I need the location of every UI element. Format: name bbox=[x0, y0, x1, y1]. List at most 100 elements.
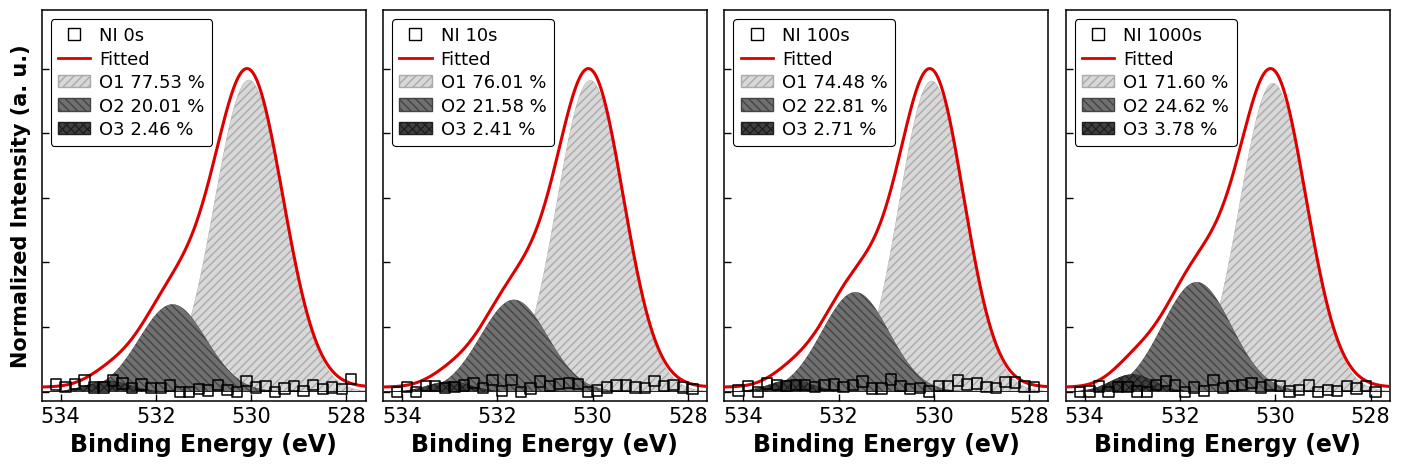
Point bbox=[340, 376, 363, 383]
Point bbox=[765, 382, 787, 389]
Point bbox=[283, 382, 305, 390]
Point bbox=[509, 388, 531, 396]
Point bbox=[965, 380, 987, 387]
Point bbox=[330, 385, 353, 393]
Point bbox=[1288, 387, 1310, 394]
Point bbox=[747, 388, 769, 396]
Point bbox=[1004, 379, 1026, 386]
Point bbox=[994, 379, 1017, 386]
Point bbox=[567, 380, 589, 388]
Point bbox=[1135, 388, 1157, 396]
Point bbox=[557, 380, 579, 387]
Point bbox=[139, 385, 162, 392]
X-axis label: Binding Energy (eV): Binding Energy (eV) bbox=[1094, 432, 1361, 456]
Point bbox=[395, 383, 418, 391]
Point bbox=[471, 384, 494, 392]
Point bbox=[1154, 377, 1177, 385]
Point bbox=[1125, 388, 1147, 395]
Point bbox=[1240, 380, 1263, 387]
Point bbox=[292, 387, 315, 395]
Point bbox=[179, 388, 201, 396]
Legend: NI 0s, Fitted, O1 77.53 %, O2 20.01 %, O3 2.46 %: NI 0s, Fitted, O1 77.53 %, O2 20.01 %, O… bbox=[51, 20, 212, 146]
Point bbox=[1326, 388, 1348, 395]
Point bbox=[1163, 382, 1185, 389]
Point bbox=[918, 388, 941, 396]
Point bbox=[63, 381, 86, 388]
Point bbox=[1344, 385, 1367, 392]
Point bbox=[321, 384, 343, 391]
Point bbox=[1220, 382, 1243, 390]
Point bbox=[956, 381, 979, 388]
Legend: NI 1000s, Fitted, O1 71.60 %, O2 24.62 %, O3 3.78 %: NI 1000s, Fitted, O1 71.60 %, O2 24.62 %… bbox=[1074, 20, 1236, 146]
Point bbox=[775, 382, 797, 390]
Point bbox=[1202, 376, 1225, 384]
Point bbox=[501, 376, 523, 384]
Legend: NI 10s, Fitted, O1 76.01 %, O2 21.58 %, O3 2.41 %: NI 10s, Fitted, O1 76.01 %, O2 21.58 %, … bbox=[392, 20, 554, 146]
Point bbox=[73, 377, 96, 384]
Point bbox=[1107, 383, 1129, 390]
Point bbox=[519, 385, 541, 392]
Point bbox=[235, 377, 257, 385]
Point bbox=[273, 385, 295, 392]
Point bbox=[197, 387, 219, 394]
Point bbox=[1012, 383, 1035, 390]
Point bbox=[453, 382, 475, 389]
Point bbox=[1249, 384, 1271, 391]
Point bbox=[1022, 383, 1045, 391]
Point bbox=[302, 382, 325, 389]
Point bbox=[225, 388, 247, 396]
Point bbox=[1316, 386, 1339, 394]
X-axis label: Binding Energy (eV): Binding Energy (eV) bbox=[70, 432, 337, 456]
Point bbox=[1278, 388, 1301, 395]
Point bbox=[45, 381, 67, 389]
Point bbox=[672, 384, 695, 391]
Point bbox=[111, 380, 134, 388]
X-axis label: Binding Energy (eV): Binding Energy (eV) bbox=[412, 432, 678, 456]
Point bbox=[984, 385, 1007, 392]
Point bbox=[1211, 384, 1233, 392]
Point bbox=[245, 384, 267, 391]
Point bbox=[121, 385, 143, 392]
Point bbox=[946, 377, 969, 384]
Point bbox=[53, 383, 76, 391]
Point bbox=[131, 381, 153, 388]
Point bbox=[898, 385, 921, 393]
Point bbox=[605, 382, 627, 389]
Point bbox=[1097, 388, 1119, 396]
X-axis label: Binding Energy (eV): Binding Energy (eV) bbox=[752, 432, 1019, 456]
Point bbox=[927, 382, 949, 390]
Point bbox=[879, 376, 901, 383]
Point bbox=[785, 382, 807, 389]
Point bbox=[101, 377, 124, 384]
Point bbox=[870, 385, 893, 392]
Point bbox=[1306, 388, 1329, 396]
Point bbox=[264, 388, 287, 396]
Point bbox=[254, 382, 277, 390]
Point bbox=[1087, 383, 1109, 390]
Point bbox=[851, 378, 873, 385]
Point bbox=[1173, 388, 1195, 396]
Point bbox=[548, 380, 571, 388]
Point bbox=[860, 385, 883, 392]
Point bbox=[187, 385, 209, 393]
Point bbox=[149, 385, 172, 392]
Point bbox=[737, 382, 759, 390]
Point bbox=[681, 385, 703, 393]
Point bbox=[1116, 383, 1139, 391]
Point bbox=[793, 382, 815, 389]
Point bbox=[586, 387, 609, 395]
Point bbox=[405, 388, 427, 396]
Point bbox=[1258, 382, 1281, 389]
Point bbox=[1230, 382, 1253, 389]
Point bbox=[1144, 382, 1167, 389]
Point bbox=[974, 383, 997, 391]
Point bbox=[1078, 388, 1101, 396]
Point bbox=[93, 384, 115, 391]
Point bbox=[538, 382, 561, 389]
Point bbox=[727, 387, 749, 394]
Point bbox=[634, 384, 657, 392]
Point bbox=[415, 382, 437, 389]
Point bbox=[1334, 382, 1357, 390]
Point bbox=[803, 383, 825, 390]
Point bbox=[576, 388, 599, 396]
